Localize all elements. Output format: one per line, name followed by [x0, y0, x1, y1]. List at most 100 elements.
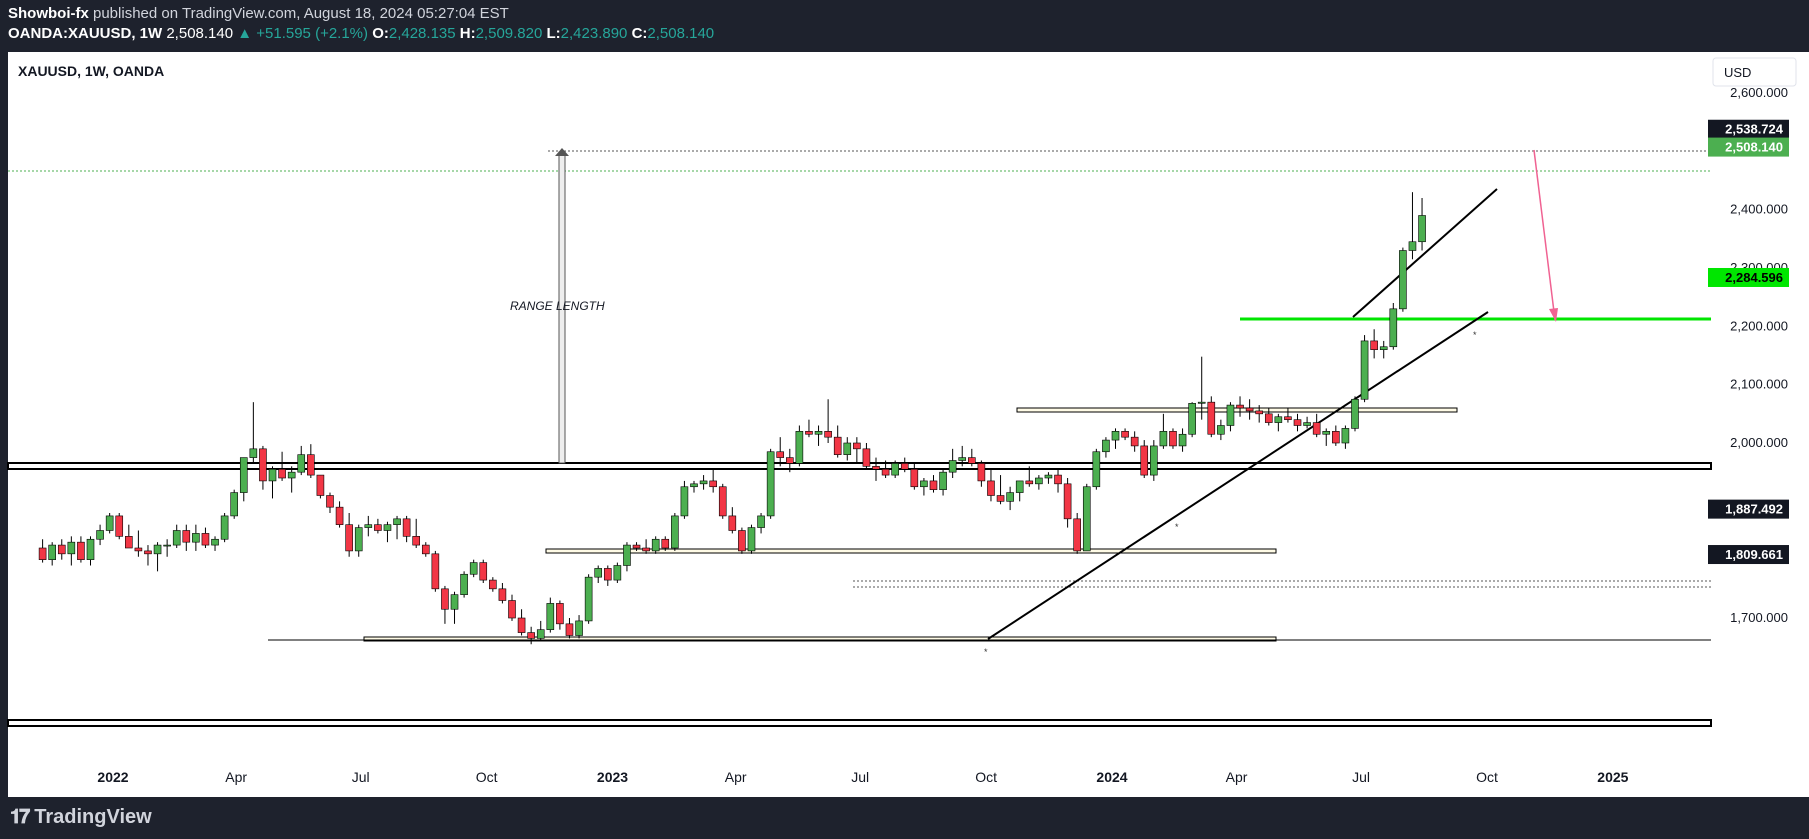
- candle[interactable]: [1351, 396, 1359, 432]
- candle[interactable]: [785, 448, 794, 473]
- candle[interactable]: [268, 466, 277, 499]
- candle[interactable]: [910, 463, 919, 490]
- candle[interactable]: [1255, 405, 1263, 423]
- candle[interactable]: [1226, 402, 1235, 432]
- price-tag[interactable]: [1708, 499, 1789, 519]
- candle[interactable]: [1274, 413, 1283, 432]
- candle[interactable]: [412, 518, 421, 548]
- candle[interactable]: [805, 419, 813, 438]
- candle[interactable]: [479, 559, 488, 583]
- candle[interactable]: [287, 466, 296, 493]
- candle[interactable]: [680, 480, 689, 519]
- candle[interactable]: [1178, 428, 1187, 452]
- time-axis[interactable]: 2022 Apr Jul Oct 2023 Apr Jul Oct 2024 Apr Jul Oct 2…: [97, 769, 1628, 785]
- candle[interactable]: [1322, 428, 1331, 446]
- price-tag[interactable]: [1708, 545, 1789, 565]
- target-arrow[interactable]: [1533, 149, 1556, 321]
- candle[interactable]: [125, 524, 133, 549]
- candle[interactable]: [1188, 402, 1196, 438]
- candle[interactable]: [958, 445, 967, 467]
- candle[interactable]: [1025, 466, 1034, 487]
- price-tag[interactable]: [1708, 137, 1789, 157]
- candle[interactable]: [747, 524, 756, 554]
- candle[interactable]: [556, 600, 564, 630]
- candle[interactable]: [259, 445, 267, 490]
- candle[interactable]: [1121, 428, 1129, 441]
- candle[interactable]: [690, 480, 698, 493]
- candle[interactable]: [651, 536, 660, 554]
- candle[interactable]: [1054, 469, 1062, 493]
- resistance-zone[interactable]: [7, 462, 1712, 470]
- candle[interactable]: [1169, 428, 1177, 449]
- candle[interactable]: [1408, 192, 1417, 260]
- candle[interactable]: [891, 460, 899, 479]
- support-zone-low[interactable]: [7, 719, 1712, 727]
- candle[interactable]: [1159, 413, 1168, 449]
- candle[interactable]: [1111, 428, 1120, 449]
- candle[interactable]: [508, 594, 516, 621]
- zone-2150[interactable]: [1016, 407, 1458, 413]
- candle[interactable]: [374, 518, 382, 534]
- candle[interactable]: [1044, 472, 1053, 484]
- candle[interactable]: [766, 448, 775, 519]
- candle[interactable]: [96, 524, 104, 546]
- candle[interactable]: [354, 524, 363, 557]
- candle[interactable]: [718, 483, 727, 519]
- candle[interactable]: [460, 571, 468, 598]
- candle[interactable]: [872, 457, 880, 481]
- candle[interactable]: [728, 507, 737, 534]
- candle[interactable]: [757, 513, 765, 534]
- candle[interactable]: [661, 536, 670, 551]
- candle[interactable]: [996, 475, 1005, 505]
- candle[interactable]: [594, 565, 603, 584]
- candle[interactable]: [527, 626, 535, 645]
- candle[interactable]: [623, 542, 631, 572]
- candle[interactable]: [1236, 396, 1244, 417]
- candle[interactable]: [603, 565, 612, 586]
- candle[interactable]: [642, 539, 650, 554]
- candle[interactable]: [920, 478, 928, 496]
- candle[interactable]: [335, 501, 344, 528]
- candle[interactable]: [1082, 483, 1091, 552]
- trendline-short[interactable]: [1352, 188, 1498, 318]
- candle[interactable]: [38, 539, 47, 563]
- candle[interactable]: [795, 425, 804, 467]
- candle[interactable]: [1006, 486, 1014, 511]
- candle[interactable]: [517, 609, 526, 636]
- candle[interactable]: [182, 524, 191, 551]
- candle[interactable]: [297, 445, 306, 476]
- candle[interactable]: [192, 524, 200, 551]
- candle[interactable]: [105, 513, 114, 534]
- candle[interactable]: [431, 550, 440, 592]
- candle[interactable]: [536, 620, 545, 642]
- candle[interactable]: [977, 460, 986, 487]
- candle[interactable]: [441, 585, 449, 624]
- candle[interactable]: [278, 451, 286, 481]
- candle[interactable]: [699, 475, 708, 490]
- candle[interactable]: [115, 513, 124, 540]
- candle[interactable]: [421, 542, 430, 557]
- candle[interactable]: [86, 536, 95, 566]
- candle[interactable]: [48, 542, 56, 566]
- candle[interactable]: [814, 425, 823, 446]
- candle[interactable]: [881, 460, 890, 479]
- candle[interactable]: [1284, 408, 1292, 423]
- candle[interactable]: [939, 469, 947, 496]
- candle[interactable]: [900, 457, 909, 473]
- candle[interactable]: [1360, 335, 1369, 403]
- candle[interactable]: [968, 448, 976, 467]
- candle[interactable]: [489, 577, 497, 592]
- candle[interactable]: [1015, 480, 1024, 502]
- candle[interactable]: [1197, 356, 1206, 420]
- author-name[interactable]: Showboi-fx: [8, 5, 89, 22]
- tradingview-logo[interactable]: 𝟏𝟕 TradingView: [10, 806, 152, 829]
- price-axis[interactable]: 2,600.0002,400.0002,300.0002,200.0002,10…: [1708, 85, 1789, 625]
- candle[interactable]: [230, 489, 238, 519]
- candle[interactable]: [153, 542, 162, 572]
- candle[interactable]: [57, 539, 66, 560]
- candle[interactable]: [1418, 198, 1426, 251]
- candle[interactable]: [1341, 425, 1350, 449]
- candle[interactable]: [249, 402, 258, 464]
- candle[interactable]: [1245, 399, 1254, 420]
- candle[interactable]: [1312, 413, 1321, 438]
